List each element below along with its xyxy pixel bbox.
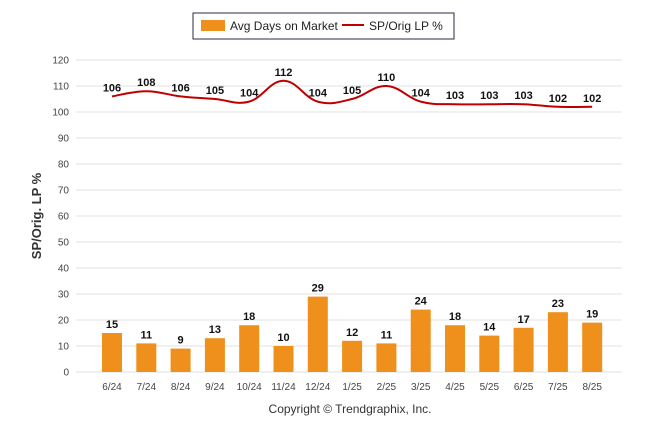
x-tick-label: 7/24	[137, 382, 157, 393]
bar	[582, 322, 603, 372]
y-tick-label: 20	[58, 316, 70, 327]
bar	[513, 327, 534, 372]
series-line	[111, 79, 593, 109]
x-tick-label: 6/24	[102, 382, 122, 393]
legend-bar-swatch	[201, 20, 225, 31]
y-tick-label: 90	[58, 134, 70, 145]
y-tick-label: 30	[58, 290, 70, 301]
x-tick-label: 8/24	[171, 382, 191, 393]
line-data-labels: 106 108 106 105 104 112 104 105 110 104 103 103 103 1…	[103, 67, 602, 105]
line-data-label: 110	[378, 72, 396, 84]
line-data-label: 103	[446, 90, 464, 102]
bar-data-label: 19	[586, 309, 598, 321]
bar-data-label: 23	[552, 298, 564, 310]
x-tick-label: 6/25	[514, 382, 534, 393]
y-tick-label: 100	[52, 108, 69, 119]
line-data-label: 102	[583, 93, 601, 105]
line-data-label: 104	[309, 88, 328, 100]
copyright-text: Copyright © Trendgraphix, Inc.	[269, 402, 432, 416]
bar-data-label: 18	[243, 311, 255, 323]
y-tick-label: 120	[52, 56, 69, 67]
bar	[342, 340, 363, 372]
bar	[479, 335, 500, 372]
bar-data-label: 9	[178, 335, 184, 347]
bar-data-label: 29	[312, 283, 324, 295]
bar	[204, 338, 225, 372]
bar	[273, 346, 294, 372]
y-tick-label: 60	[58, 212, 70, 223]
y-tick-label: 50	[58, 238, 70, 249]
bar-data-label: 14	[483, 322, 496, 334]
x-tick-label: 7/25	[548, 382, 568, 393]
x-tick-label: 5/25	[480, 382, 500, 393]
bar	[170, 348, 191, 372]
bar-data-label: 10	[277, 332, 289, 344]
y-axis-title: SP/Orig. LP %	[29, 172, 44, 259]
bar-data-label: 13	[209, 324, 221, 336]
y-tick-label: 10	[58, 342, 70, 353]
bar-data-label: 24	[415, 296, 428, 308]
bar-data-labels: 15 11 9 13 18 10 29 12 11 24 18 14 17 23 19	[106, 283, 598, 347]
bar-data-label: 18	[449, 311, 461, 323]
line-data-label: 106	[171, 82, 189, 94]
x-tick-label: 3/25	[411, 382, 431, 393]
line-data-label: 102	[549, 93, 567, 105]
x-tick-label: 12/24	[305, 382, 330, 393]
legend: Avg Days on Market SP/Orig LP %	[192, 12, 455, 40]
x-tick-label: 10/24	[237, 382, 262, 393]
bar	[239, 325, 260, 372]
legend-bar-label: Avg Days on Market	[230, 19, 338, 33]
y-tick-label: 0	[63, 368, 69, 379]
y-tick-label: 40	[58, 264, 70, 275]
line-data-label: 104	[240, 88, 259, 100]
x-tick-label: 9/24	[205, 382, 225, 393]
y-tick-label: 80	[58, 160, 70, 171]
line-data-label: 108	[137, 77, 155, 89]
x-tick-label: 2/25	[377, 382, 397, 393]
bar	[376, 343, 397, 372]
bar-data-label: 15	[106, 319, 118, 331]
x-tick-label: 1/25	[342, 382, 362, 393]
bar	[102, 333, 122, 372]
y-axis-ticks: 0 10 20 30 40 50 60 70 80 90 100 110 120	[52, 56, 69, 379]
bar-data-label: 17	[517, 314, 529, 326]
x-tick-label: 11/24	[271, 382, 296, 393]
bar	[307, 296, 328, 372]
line-data-label: 112	[275, 67, 293, 79]
y-tick-label: 70	[58, 186, 70, 197]
bar	[410, 309, 431, 372]
bar-data-label: 12	[346, 327, 358, 339]
line-data-label: 106	[103, 82, 121, 94]
line-data-label: 103	[514, 90, 532, 102]
line-data-label: 105	[343, 85, 361, 97]
bar-data-label: 11	[381, 329, 393, 341]
bar	[445, 325, 465, 372]
bars	[102, 296, 603, 372]
grid	[76, 59, 622, 373]
legend-line-label: SP/Orig LP %	[369, 19, 443, 33]
x-tick-label: 4/25	[445, 382, 465, 393]
line-data-label: 105	[206, 85, 224, 97]
legend-box	[192, 12, 455, 40]
bar	[547, 312, 568, 372]
bar-data-label: 11	[140, 329, 152, 341]
x-axis-ticks: 6/24 7/24 8/24 9/24 10/24 11/24 12/24 1/25 2/25 3…	[102, 382, 602, 393]
x-tick-label: 8/25	[582, 382, 602, 393]
line-series	[111, 79, 593, 109]
y-tick-label: 110	[53, 82, 69, 93]
bar	[136, 343, 157, 372]
line-data-label: 103	[480, 90, 498, 102]
line-data-label: 104	[412, 88, 431, 100]
